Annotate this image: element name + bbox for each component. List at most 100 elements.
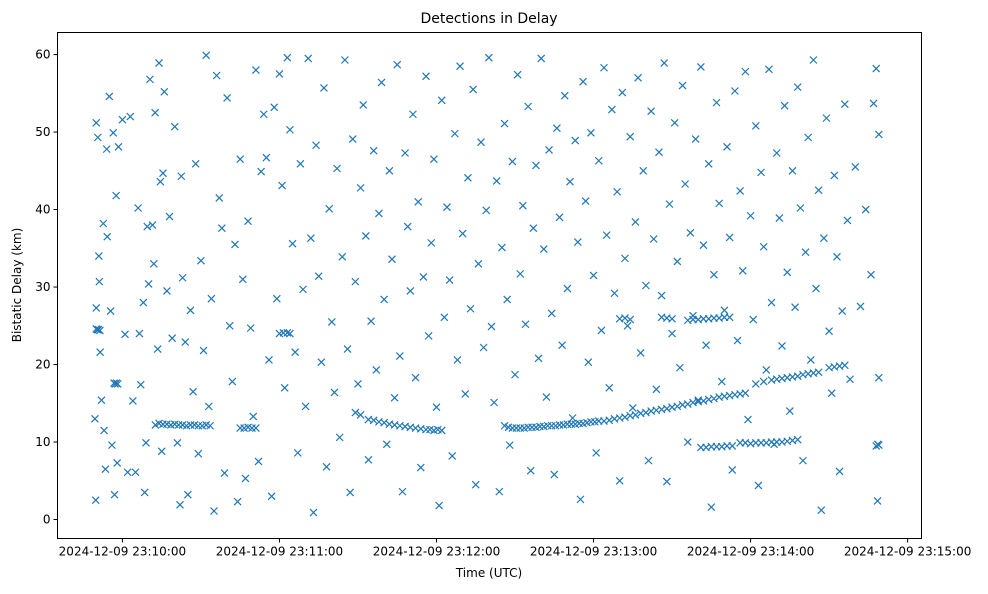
data-point — [861, 205, 870, 214]
data-point — [827, 389, 836, 398]
data-point — [361, 231, 370, 240]
data-point — [631, 410, 640, 419]
data-point — [621, 314, 629, 322]
data-point — [128, 397, 137, 405]
data-point — [94, 252, 103, 260]
data-point — [108, 441, 116, 450]
data-point — [503, 295, 512, 304]
data-point — [717, 377, 726, 386]
data-point — [851, 163, 860, 171]
data-point — [555, 213, 564, 222]
data-point — [91, 496, 100, 505]
data-point — [872, 64, 881, 73]
data-point — [314, 272, 323, 281]
data-point — [238, 275, 247, 284]
data-point — [351, 277, 360, 286]
data-point — [265, 355, 273, 364]
data-points — [91, 51, 883, 517]
data-point — [437, 96, 446, 105]
data-point — [759, 377, 768, 386]
data-point — [364, 455, 373, 464]
data-point — [97, 396, 106, 405]
data-point — [437, 426, 446, 435]
data-point — [356, 183, 365, 192]
data-point — [621, 413, 629, 422]
data-point — [170, 122, 179, 131]
data-point — [584, 358, 593, 367]
data-point — [568, 414, 577, 422]
data-point — [296, 159, 305, 168]
data-point — [103, 232, 112, 241]
data-point — [143, 222, 152, 231]
data-point — [529, 224, 538, 233]
data-point — [356, 410, 365, 419]
data-point — [251, 66, 260, 75]
data-point — [159, 169, 167, 178]
data-point — [225, 321, 234, 330]
data-point — [398, 487, 407, 496]
data-point — [118, 115, 127, 124]
x-tick-label: 2024-12-09 23:11:00 — [216, 545, 343, 559]
data-point — [114, 142, 123, 151]
data-point — [759, 242, 768, 251]
data-point — [92, 304, 101, 312]
data-point — [244, 217, 252, 226]
data-point — [262, 153, 271, 162]
chart-title: Detections in Delay — [420, 11, 557, 27]
data-point — [710, 394, 718, 403]
data-point — [683, 438, 692, 446]
data-point — [749, 315, 758, 324]
data-point — [285, 125, 294, 134]
data-point — [762, 366, 771, 374]
data-point — [346, 488, 355, 497]
data-point — [626, 315, 635, 324]
data-point — [241, 474, 250, 483]
data-point — [157, 447, 166, 456]
data-point — [145, 75, 154, 84]
data-point — [634, 73, 642, 82]
data-point — [272, 294, 281, 303]
data-point — [204, 402, 213, 411]
y-axis: 0 10 20 30 40 50 60 — [35, 48, 58, 527]
data-point — [482, 206, 491, 215]
data-point — [450, 129, 459, 138]
data-point — [607, 105, 616, 114]
data-point — [785, 407, 794, 415]
data-point — [767, 298, 776, 307]
data-point — [121, 330, 129, 339]
data-point — [751, 121, 760, 130]
data-point — [498, 243, 506, 252]
data-point — [135, 329, 144, 338]
data-point — [207, 294, 216, 303]
y-tick-label: 0 — [43, 513, 51, 527]
data-point — [463, 173, 472, 182]
data-point — [199, 346, 208, 355]
data-point — [330, 388, 339, 397]
data-point — [822, 114, 831, 123]
data-point — [778, 342, 786, 350]
data-point — [649, 235, 658, 243]
data-point — [291, 348, 300, 357]
data-point — [424, 331, 433, 340]
data-point — [477, 138, 485, 147]
data-point — [186, 306, 195, 315]
data-point — [814, 368, 823, 377]
data-point — [367, 317, 375, 326]
data-point — [791, 303, 800, 312]
data-point — [369, 146, 378, 155]
data-point — [155, 59, 163, 68]
data-point — [369, 416, 378, 425]
data-point — [673, 402, 682, 411]
data-point — [333, 164, 341, 173]
data-point — [547, 309, 556, 318]
data-point — [806, 355, 815, 364]
data-point — [93, 133, 102, 142]
data-point — [215, 194, 224, 202]
data-point — [275, 70, 284, 78]
data-point — [156, 177, 165, 186]
data-point — [518, 201, 527, 210]
data-point — [206, 421, 215, 430]
data-point — [793, 83, 802, 92]
x-tick-label: 2024-12-09 23:10:00 — [59, 545, 186, 559]
data-point — [652, 385, 661, 394]
